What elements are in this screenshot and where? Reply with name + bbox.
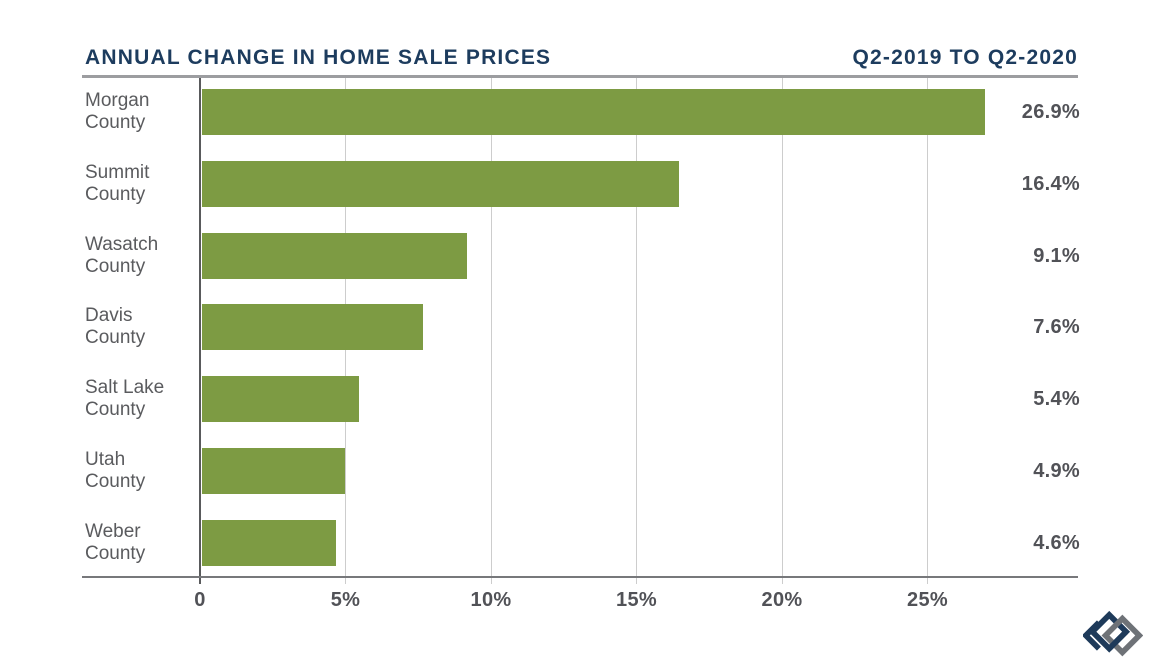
- chart-title: ANNUAL CHANGE IN HOME SALE PRICES: [85, 46, 552, 69]
- category-label-line: County: [85, 543, 146, 564]
- value-label: 26.9%: [1021, 101, 1080, 123]
- gridline: [781, 78, 783, 584]
- value-label: 9.1%: [1033, 245, 1080, 267]
- category-label-line: Summit: [85, 162, 150, 183]
- category-label-line: County: [85, 112, 146, 133]
- zero-axis-line: [199, 78, 201, 584]
- value-label: 4.6%: [1033, 532, 1080, 554]
- category-label-line: Salt Lake: [85, 377, 165, 398]
- x-tick-label: 25%: [907, 589, 948, 611]
- category-label-line: County: [85, 256, 146, 277]
- x-tick-label: 20%: [761, 589, 803, 611]
- category-label-line: County: [85, 471, 146, 492]
- category-label-line: County: [85, 399, 146, 420]
- category-label: Morgan County: [85, 90, 205, 134]
- chart-period: Q2-2019 TO Q2-2020: [852, 46, 1078, 69]
- category-label: Summit County: [85, 162, 205, 206]
- category-label-line: Weber: [85, 521, 141, 542]
- interlocking-diamonds-logo-icon: [1083, 610, 1143, 657]
- category-label-line: Utah: [85, 449, 126, 470]
- logo-gray-diamond-icon: [1101, 614, 1143, 657]
- value-label: 4.9%: [1033, 460, 1080, 482]
- category-label-line: County: [85, 327, 146, 348]
- bar: [202, 304, 424, 350]
- gridline: [490, 78, 492, 584]
- logo-navy-diamond-edge-icon: [1107, 629, 1129, 651]
- category-label: Salt Lake County: [85, 377, 205, 421]
- bar: [202, 376, 360, 422]
- bar: [202, 233, 467, 279]
- category-label: Davis County: [85, 305, 205, 349]
- x-tick-label: 15%: [616, 589, 657, 611]
- value-label: 7.6%: [1033, 316, 1080, 338]
- bar: [202, 448, 345, 494]
- category-label: Utah County: [85, 449, 205, 493]
- header-rule: [82, 75, 1078, 78]
- bar: [202, 161, 680, 207]
- x-tick-label: 5%: [330, 589, 361, 611]
- gridline: [636, 78, 637, 584]
- category-label-line: County: [85, 184, 146, 205]
- bar: [202, 89, 985, 135]
- x-tick-label: 0: [194, 589, 206, 611]
- bar: [202, 520, 336, 566]
- category-label: Wasatch County: [85, 234, 205, 278]
- category-label: Weber County: [85, 521, 205, 565]
- value-label: 5.4%: [1033, 388, 1080, 410]
- category-label-line: Wasatch: [85, 234, 159, 255]
- value-label: 16.4%: [1021, 173, 1080, 195]
- x-axis-line: [82, 576, 1078, 578]
- category-label-line: Davis: [85, 305, 133, 326]
- gridline: [927, 78, 928, 584]
- x-tick-label: 10%: [470, 589, 512, 611]
- category-label-line: Morgan: [85, 90, 150, 111]
